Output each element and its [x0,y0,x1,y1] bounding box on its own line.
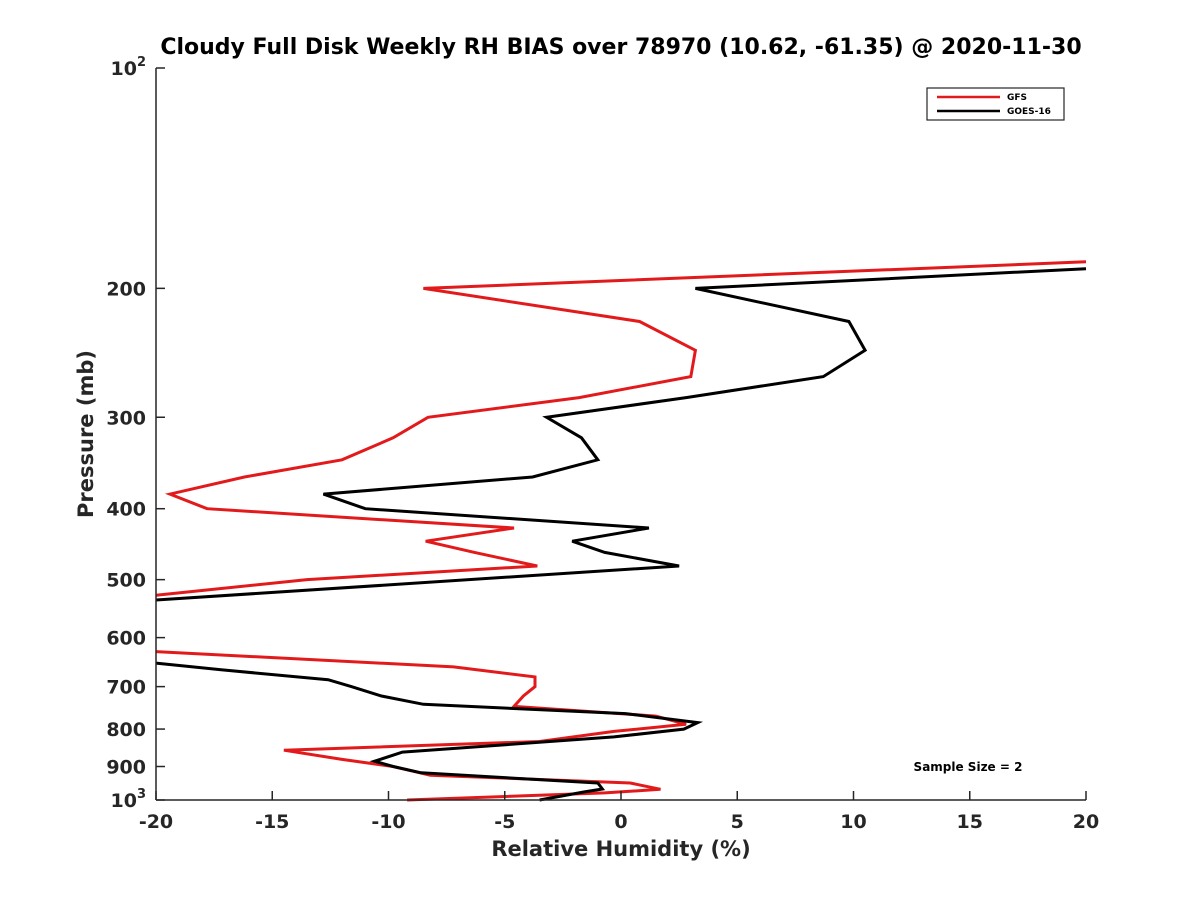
x-tick-label: 15 [957,811,983,833]
x-tick-label: -15 [255,811,289,833]
y-tick-label: 700 [106,677,146,699]
axes [155,68,1086,801]
x-tick-label: 0 [614,811,627,833]
x-tick-label: -5 [494,811,515,833]
legend: GFS GOES-16 [926,87,1065,121]
y-tick-base: 10 [111,790,137,812]
x-axis-label: Relative Humidity (%) [491,837,750,861]
series-line-gfs-0 [155,260,1087,597]
legend-box [926,87,1065,121]
series-line-goes16-1 [155,267,1087,602]
y-tick-label: 200 [106,278,146,300]
y-tick-label: 400 [106,499,146,521]
legend-label-goes16: GOES-16 [1007,107,1051,117]
y-tick-label: 102 [111,55,147,80]
y-tick-label: 800 [106,719,146,741]
series-line-gfs-2 [155,650,687,802]
x-tick-label: -10 [371,811,405,833]
y-tick-exponent: 2 [137,55,146,70]
y-tick-label: 600 [106,628,146,650]
y-tick-exponent: 3 [137,787,146,802]
x-tick-label: 5 [731,811,744,833]
series-line-goes16-3 [155,661,704,802]
sample-size-annotation: Sample Size = 2 [914,760,1023,774]
y-tick-label: 900 [106,757,146,779]
y-axis-label: Pressure (mb) [74,350,98,518]
y-tick-label: 103 [111,787,147,812]
x-tick-label: 10 [840,811,866,833]
x-tick-label: -20 [139,811,173,833]
x-tick-label: 20 [1073,811,1099,833]
y-tick-base: 10 [111,58,137,80]
chart-title: Cloudy Full Disk Weekly RH BIAS over 789… [160,35,1081,60]
y-tick-label: 300 [106,407,146,429]
legend-label-gfs: GFS [1007,93,1027,103]
y-tick-label: 500 [106,570,146,592]
plot-area [155,260,1087,802]
x-ticks: -20 -15 -10 -5 0 5 10 15 20 [139,791,1099,833]
